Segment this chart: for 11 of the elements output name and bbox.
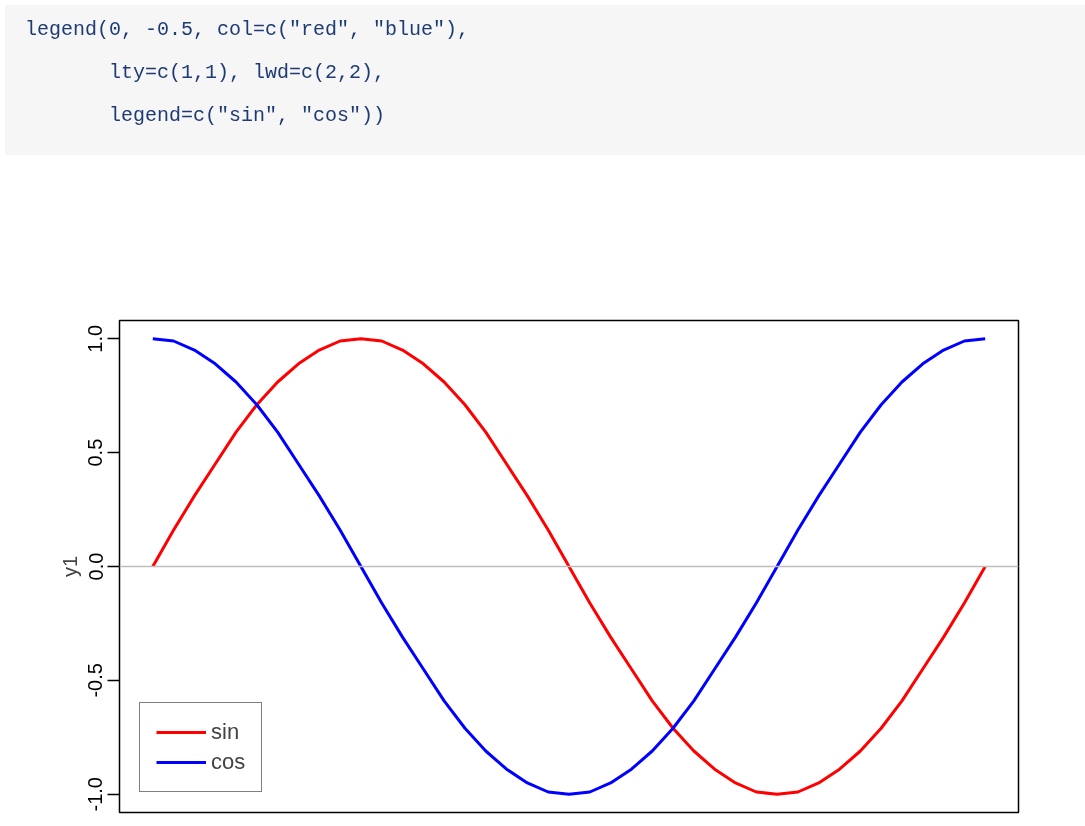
y-tick-label: 0.5 [84,438,107,467]
y-tick-label: 1.0 [84,324,107,353]
text: legend=c("sin", "cos")) [109,104,386,127]
legend-label: sin [211,719,240,745]
y-tick-label: 0.0 [84,552,107,581]
y-tick-label: -1.0 [84,777,107,812]
text: lty=c(1,1), lwd=c(2,2), [109,61,386,84]
y-tick-label: -0.5 [84,663,107,698]
legend-label: cos [211,749,246,775]
y-axis-title: y1 [58,555,81,578]
text: legend(0, -0.5, col=c("red", "blue"), [25,18,470,41]
